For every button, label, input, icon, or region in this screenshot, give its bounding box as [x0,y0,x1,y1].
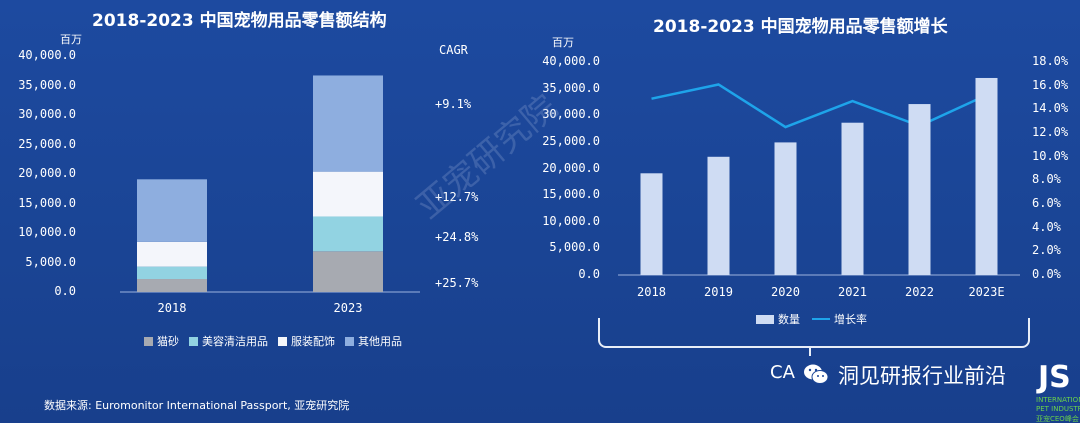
right-x-tick: 2023E [968,285,1004,299]
legend-label-litter: 猫砂 [157,335,179,348]
right-unit-label: 百万 [552,36,574,49]
bar-segment-2018-0 [137,279,207,292]
right-y-tick: 10,000.0 [542,213,600,228]
left-x-tick: 2023 [334,301,363,315]
right-y2-tick: 14.0% [1032,101,1069,116]
legend-label-other: 其他用品 [358,335,402,348]
left-chart-plot: 2018 2023 [120,75,420,315]
left-unit-label: 百万 [60,33,82,46]
right-y-tick: 25,000.0 [542,133,600,148]
volume-bar-2020 [774,142,797,275]
legend-swatch-other [345,336,354,346]
right-y-tick: 15,000.0 [542,187,600,202]
right-y2-tick: 16.0% [1032,77,1069,92]
left-y-tick: 25,000.0 [18,136,76,151]
partial-label: CA [770,362,795,383]
bar-segment-2023-1 [313,216,383,252]
right-x-tick: 2021 [838,285,867,299]
right-x-tick: 2018 [637,285,666,299]
bar-segment-2018-1 [137,266,207,280]
right-y-tick: 35,000.0 [542,80,600,95]
left-y-tick: 35,000.0 [18,77,76,92]
bar-segment-2023-2 [313,171,383,217]
bracket [598,318,1030,348]
right-y-tick: 30,000.0 [542,107,600,122]
right-y-tick: 40,000.0 [542,54,600,68]
bar-segment-2023-3 [313,75,383,172]
legend-swatch-apparel [278,336,287,346]
wechat-account-name: 洞见研报行业前沿 [838,364,1006,388]
logo-line-3: 亚宠CEO峰会 [1036,415,1079,423]
right-y2-tick: 10.0% [1032,148,1069,163]
right-y2-tick: 0.0% [1032,267,1061,281]
left-x-tick: 2018 [158,301,187,315]
right-y-tick: 20,000.0 [542,160,600,175]
legend-swatch-litter [144,336,153,346]
bar-segment-2023-0 [313,251,383,292]
left-chart-title: 2018-2023 中国宠物用品零售额结构 [92,11,387,31]
right-x-tick: 2020 [771,285,800,299]
right-y2-tick: 2.0% [1032,243,1061,258]
logo-line-2: PET INDUSTRY SU [1036,405,1080,413]
legend-label-apparel: 服装配饰 [291,335,335,348]
right-x-tick: 2022 [905,285,934,299]
right-x-tick: 2019 [704,285,733,299]
cagr-grooming: +24.8% [435,230,479,244]
legend-label-grooming: 美容清洁用品 [202,335,268,348]
bar-segment-2018-3 [137,179,207,242]
cagr-litter: +25.7% [435,276,479,290]
bracket-tip [809,346,811,356]
logo-line-1: INTERNATIONAL [1036,396,1080,404]
source-note: 数据来源: Euromonitor International Passport… [44,399,350,412]
cagr-other: +9.1% [435,97,472,111]
legend-swatch-volume [756,314,774,324]
right-y2-tick: 4.0% [1032,219,1061,234]
right-chart-title: 2018-2023 中国宠物用品零售额增长 [653,17,948,37]
right-y-tick: 5,000.0 [549,240,600,255]
cagr-header: CAGR [439,43,468,57]
volume-bar-2023E [975,77,998,275]
right-legend: 数量 增长率 [746,311,867,327]
logo-mark: JS [1038,360,1071,395]
left-legend: 猫砂 美容清洁用品 服装配饰 其他用品 [134,333,402,349]
legend-swatch-grooming [189,336,198,346]
right-y2-tick: 8.0% [1032,172,1061,187]
right-y2-tick: 18.0% [1032,54,1069,68]
left-y-tick: 40,000.0 [18,48,76,62]
summit-logo: JS INTERNATIONAL PET INDUSTRY SU 亚宠CEO峰会 [1034,352,1080,423]
left-y-tick: 30,000.0 [18,107,76,121]
volume-bar-2019 [707,156,730,275]
right-y2-tick: 6.0% [1032,196,1061,210]
volume-bar-2022 [908,104,931,275]
right-y-tick: 0.0 [578,267,600,281]
left-y-tick: 5,000.0 [25,254,76,269]
bar-segment-2018-2 [137,241,207,267]
legend-label-growth: 增长率 [834,313,867,326]
left-y-tick: 0.0 [54,284,76,298]
volume-bar-2018 [640,173,663,275]
left-y-tick: 20,000.0 [18,166,76,180]
legend-swatch-growth [812,318,830,320]
wechat-icon [804,364,829,384]
legend-label-volume: 数量 [778,313,800,326]
right-chart-plot: 2018 2019 2020 2021 2022 2023E [618,77,1020,299]
right-y2-tick: 12.0% [1032,125,1069,139]
cagr-apparel: +12.7% [435,190,479,204]
volume-bar-2021 [841,122,864,275]
growth-rate-line [651,83,988,129]
left-y-tick: 10,000.0 [18,225,76,239]
left-y-tick: 15,000.0 [18,195,76,210]
